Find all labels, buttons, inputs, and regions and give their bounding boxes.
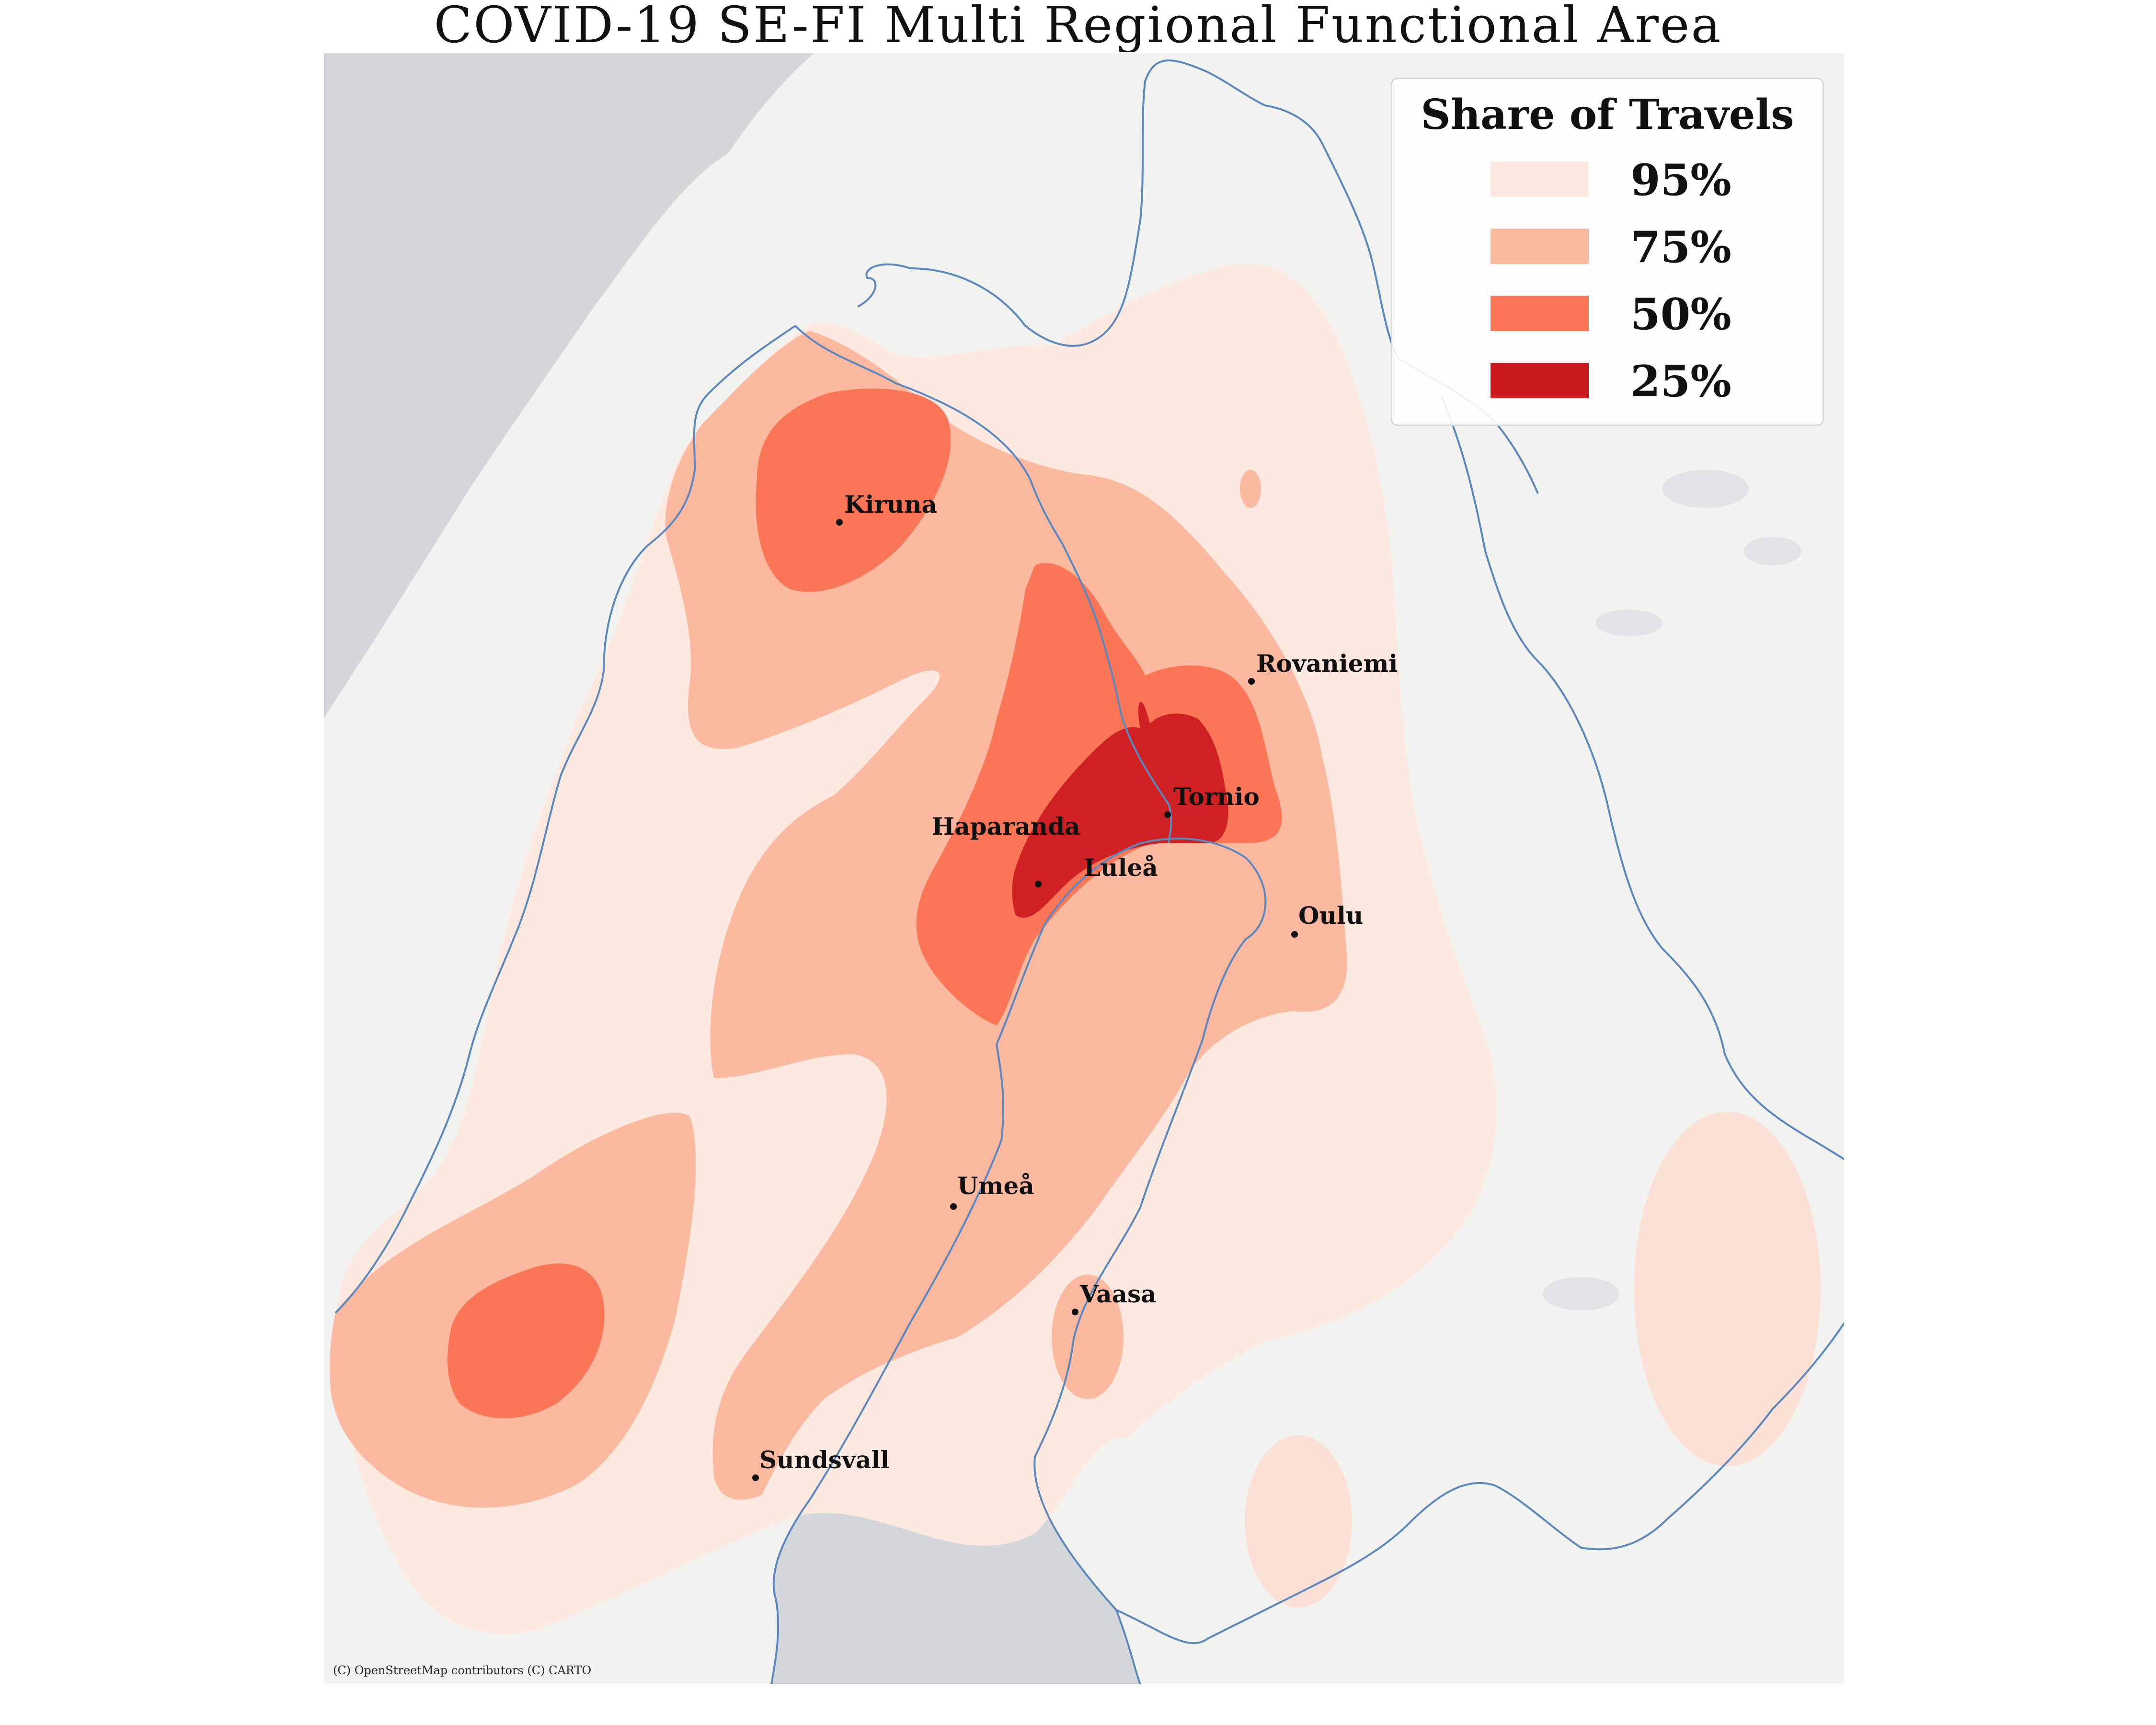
zone-50-southwest: [447, 1263, 605, 1418]
city-umea[interactable]: Umeå: [950, 1172, 1034, 1210]
city-tornio[interactable]: Tornio: [1164, 782, 1260, 818]
legend-swatch-50: [1491, 296, 1589, 331]
city-marker: [1035, 881, 1042, 887]
norwegian-sea: [323, 53, 814, 719]
city-label-haparanda: Haparanda: [932, 812, 1080, 840]
legend-item-95: 95%: [1491, 155, 1797, 206]
map-title: COVID-19 SE-FI Multi Regional Functional…: [434, 0, 1722, 54]
zone-50-kiruna: [756, 388, 951, 592]
map-attribution: (C) OpenStreetMap contributors (C) CARTO: [333, 1664, 592, 1677]
city-sundsvall[interactable]: Sundsvall: [752, 1446, 889, 1481]
city-label-oulu: Oulu: [1298, 901, 1363, 930]
city-marker: [1072, 1309, 1078, 1315]
legend-label-95: 95%: [1630, 155, 1732, 206]
city-rovaniemi[interactable]: Rovaniemi: [1248, 649, 1398, 685]
border-finland-russia: [1441, 397, 1845, 1161]
city-kiruna[interactable]: Kiruna: [836, 490, 937, 526]
zone-75-north: [1240, 470, 1261, 508]
legend-label-25: 25%: [1630, 356, 1732, 407]
zone-95-south: [1245, 1435, 1352, 1608]
legend-item-50: 50%: [1491, 289, 1797, 340]
map-frame: [323, 52, 1845, 1685]
city-haparanda[interactable]: Haparanda: [932, 812, 1080, 840]
legend-label-50: 50%: [1630, 289, 1732, 340]
coastline: [770, 838, 1267, 1684]
city-marker: [752, 1474, 759, 1481]
city-vaasa[interactable]: Vaasa: [1072, 1280, 1157, 1315]
city-marker: [836, 519, 843, 526]
legend-title: Share of Travels: [1421, 91, 1794, 139]
legend-item-25: 25%: [1491, 356, 1797, 407]
border-norway-sweden: [334, 325, 796, 1314]
city-label-sundsvall: Sundsvall: [759, 1446, 889, 1474]
city-label-umea: Umeå: [957, 1172, 1034, 1200]
city-label-kiruna: Kiruna: [844, 490, 937, 518]
zone-95-east: [1634, 1112, 1821, 1466]
city-marker: [950, 1203, 957, 1210]
city-label-lulea: Luleå: [1084, 853, 1158, 882]
city-lulea[interactable]: Luleå: [1035, 853, 1158, 887]
border-finland-south: [1116, 1322, 1845, 1644]
city-label-rovaniemi: Rovaniemi: [1256, 649, 1398, 678]
legend-swatch-75: [1491, 229, 1589, 264]
city-label-tornio: Tornio: [1173, 782, 1260, 811]
legend-swatch-95: [1491, 161, 1589, 197]
legend-item-75: 75%: [1491, 222, 1797, 273]
city-oulu[interactable]: Oulu: [1291, 901, 1363, 938]
city-marker: [1164, 811, 1171, 818]
legend-swatch-25: [1491, 363, 1589, 398]
legend: Share of Travels 95% 75% 50% 25%: [1391, 78, 1824, 426]
city-marker: [1248, 678, 1255, 685]
zone-75-vaasa: [1052, 1275, 1124, 1399]
legend-label-75: 75%: [1630, 222, 1732, 273]
city-marker: [1291, 931, 1298, 938]
city-label-vaasa: Vaasa: [1079, 1280, 1157, 1308]
zone-25: [1012, 702, 1228, 918]
border-sweden-finland: [794, 325, 1172, 844]
